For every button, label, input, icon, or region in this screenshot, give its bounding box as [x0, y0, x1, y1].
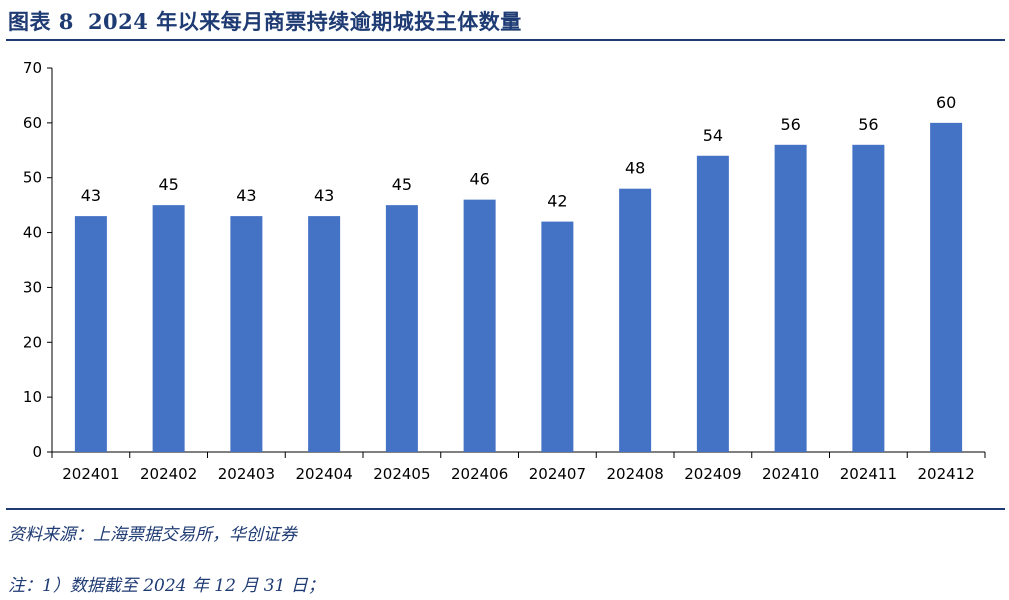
x-axis: 202401 202402 202403 202404 202405 202406 2024… [51, 451, 986, 483]
bar-value-label: 43 [236, 186, 256, 205]
bar [308, 216, 341, 452]
bar-value-label: 43 [81, 186, 101, 205]
x-tick-label: 202401 [62, 465, 119, 483]
y-tick-label: 20 [23, 333, 42, 351]
bar [619, 188, 652, 452]
bar [930, 122, 963, 452]
y-tick-label: 50 [23, 169, 42, 187]
footnote: 注：1）数据截至 2024 年 12 月 31 日； [8, 576, 325, 596]
bar [541, 221, 574, 452]
bar [385, 205, 418, 452]
figure-label: 图表 8 [8, 9, 74, 34]
bar-value-label: 45 [158, 175, 178, 194]
x-tick-label: 202405 [373, 465, 430, 483]
x-tick-label: 202411 [840, 465, 897, 483]
x-tick-label: 202406 [451, 465, 508, 483]
figure-title-text: 2024 年以来每月商票持续逾期城投主体数量 [87, 9, 522, 34]
bar-value-label: 54 [703, 126, 723, 145]
title-divider [6, 39, 1005, 41]
bar-value-label: 45 [392, 175, 412, 194]
bar [74, 216, 107, 452]
bar-value-label: 56 [858, 115, 878, 134]
source-note: 资料来源：上海票据交易所，华创证券 [8, 525, 297, 545]
y-tick-label: 40 [23, 224, 42, 242]
x-tick-label: 202409 [684, 465, 741, 483]
y-tick-label: 30 [23, 278, 42, 296]
y-axis: 0 10 20 30 40 50 60 70 [23, 59, 53, 461]
x-tick-label: 202407 [529, 465, 586, 483]
bar-value-label: 43 [314, 186, 334, 205]
data-labels: 43 45 43 43 45 46 42 48 54 56 56 60 [81, 93, 957, 211]
x-tick-label: 202404 [295, 465, 352, 483]
x-tick-label: 202408 [606, 465, 663, 483]
bar-value-label: 46 [469, 170, 489, 189]
x-tick-label: 202412 [917, 465, 974, 483]
bar-value-label: 48 [625, 159, 645, 178]
figure-title: 图表 8 2024 年以来每月商票持续逾期城投主体数量 [8, 6, 522, 36]
bar-value-label: 42 [547, 192, 567, 211]
y-tick-label: 0 [32, 443, 42, 461]
bar [230, 216, 263, 452]
bar-value-label: 56 [780, 115, 800, 134]
bar [463, 199, 496, 452]
footer-divider [6, 508, 1005, 510]
bar [852, 144, 885, 453]
y-tick-label: 60 [23, 114, 42, 132]
bar [152, 205, 185, 452]
x-tick-label: 202402 [140, 465, 197, 483]
bar-series [74, 122, 963, 453]
bar-chart: 0 10 20 30 40 50 60 70 202401 202402 202403 202404… [23, 59, 986, 483]
y-tick-label: 10 [23, 388, 42, 406]
bar [696, 155, 729, 452]
x-tick-label: 202410 [762, 465, 819, 483]
y-tick-label: 70 [23, 59, 42, 77]
bar-value-label: 60 [936, 93, 956, 112]
x-tick-label: 202403 [218, 465, 275, 483]
bar [774, 144, 807, 453]
